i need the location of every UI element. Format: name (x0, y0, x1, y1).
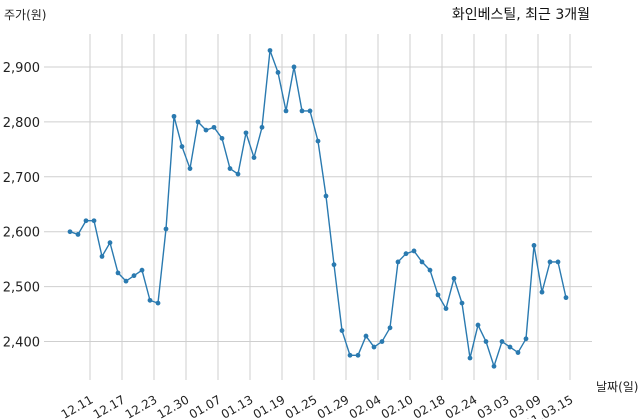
data-point (187, 166, 193, 171)
x-tick-label: 02.04 (347, 392, 384, 419)
x-tick-label: 12.11 (59, 392, 96, 419)
data-point (435, 292, 441, 298)
data-point (411, 248, 417, 254)
data-point (315, 138, 321, 144)
data-point (451, 275, 457, 281)
data-point (387, 325, 393, 331)
data-point (491, 363, 497, 369)
y-tick-label: 2,500 (3, 281, 40, 296)
y-tick-label: 2,800 (3, 116, 40, 131)
data-point (339, 328, 345, 333)
data-point (483, 339, 489, 344)
data-point (227, 166, 233, 171)
x-tick-label: 01.25 (283, 392, 320, 419)
data-point (419, 259, 425, 265)
data-point (307, 108, 313, 114)
data-point (467, 355, 473, 361)
data-point (555, 259, 561, 265)
data-point (251, 155, 257, 160)
y-tick-label: 2,400 (3, 336, 40, 351)
data-point (355, 352, 361, 358)
data-point (547, 259, 553, 265)
data-point (195, 119, 201, 125)
data-point (171, 113, 177, 119)
data-point (259, 124, 265, 130)
data-point (99, 254, 105, 259)
data-point (291, 64, 297, 70)
data-point (107, 240, 113, 246)
data-point (563, 295, 569, 301)
data-point (139, 267, 145, 273)
data-point (531, 243, 537, 248)
data-point (539, 289, 545, 295)
data-point (243, 130, 249, 136)
y-tick-label: 2,900 (3, 61, 40, 76)
series-line (69, 50, 567, 369)
data-point (75, 232, 81, 237)
data-point (219, 135, 225, 141)
x-axis-label: 날짜(일) (596, 380, 638, 394)
data-point (83, 218, 89, 224)
data-point (211, 124, 217, 130)
x-tick-label: 03.03 (475, 392, 512, 419)
data-point (347, 352, 353, 358)
data-point (459, 300, 465, 306)
y-axis: 2,400 2,500 2,600 2,700 2,800 2,900 (3, 61, 40, 351)
data-point (131, 273, 137, 279)
data-point (67, 229, 73, 235)
data-point (515, 350, 521, 355)
x-tick-label: 12.30 (155, 392, 192, 419)
data-point (267, 48, 273, 53)
x-tick-label: 02.24 (443, 392, 480, 419)
y-tick-label: 2,700 (3, 171, 40, 186)
data-point (523, 336, 529, 342)
data-point (443, 306, 449, 312)
data-point (155, 300, 161, 306)
x-tick-label: 01.29 (315, 392, 352, 419)
data-points (67, 48, 569, 369)
data-point (331, 262, 337, 268)
data-point (299, 108, 305, 114)
x-tick-label: 01.19 (251, 392, 288, 419)
x-tick-label: 12.23 (123, 392, 160, 419)
data-point (499, 339, 505, 344)
x-axis: 12.1112.1712.2312.3001.0701.1301.1901.25… (59, 392, 576, 419)
data-point (235, 171, 241, 177)
data-point (507, 344, 513, 350)
data-point (403, 251, 409, 257)
data-point (123, 278, 129, 284)
data-point (203, 127, 209, 133)
data-point (283, 108, 289, 114)
x-tick-label: 02.18 (411, 392, 448, 419)
data-point (395, 259, 401, 265)
data-point (371, 344, 377, 350)
data-point (323, 193, 329, 199)
y-tick-label: 2,600 (3, 226, 40, 241)
x-tick-label: 01.07 (187, 392, 224, 419)
data-point (379, 339, 385, 344)
x-tick-label: 12.17 (91, 392, 128, 419)
data-point (275, 70, 281, 75)
data-point (363, 333, 369, 339)
grid (44, 34, 592, 380)
chart-title: 화인베스틸, 최근 3개월 (452, 7, 590, 23)
data-point (163, 226, 169, 232)
x-tick-label: 02.10 (379, 392, 416, 419)
data-point (427, 267, 433, 273)
data-point (91, 218, 97, 224)
data-point (147, 297, 153, 303)
y-axis-label: 주가(원) (4, 8, 46, 22)
data-point (115, 270, 121, 276)
data-point (179, 144, 185, 149)
x-tick-label: 01.13 (219, 392, 256, 419)
data-point (475, 322, 481, 328)
